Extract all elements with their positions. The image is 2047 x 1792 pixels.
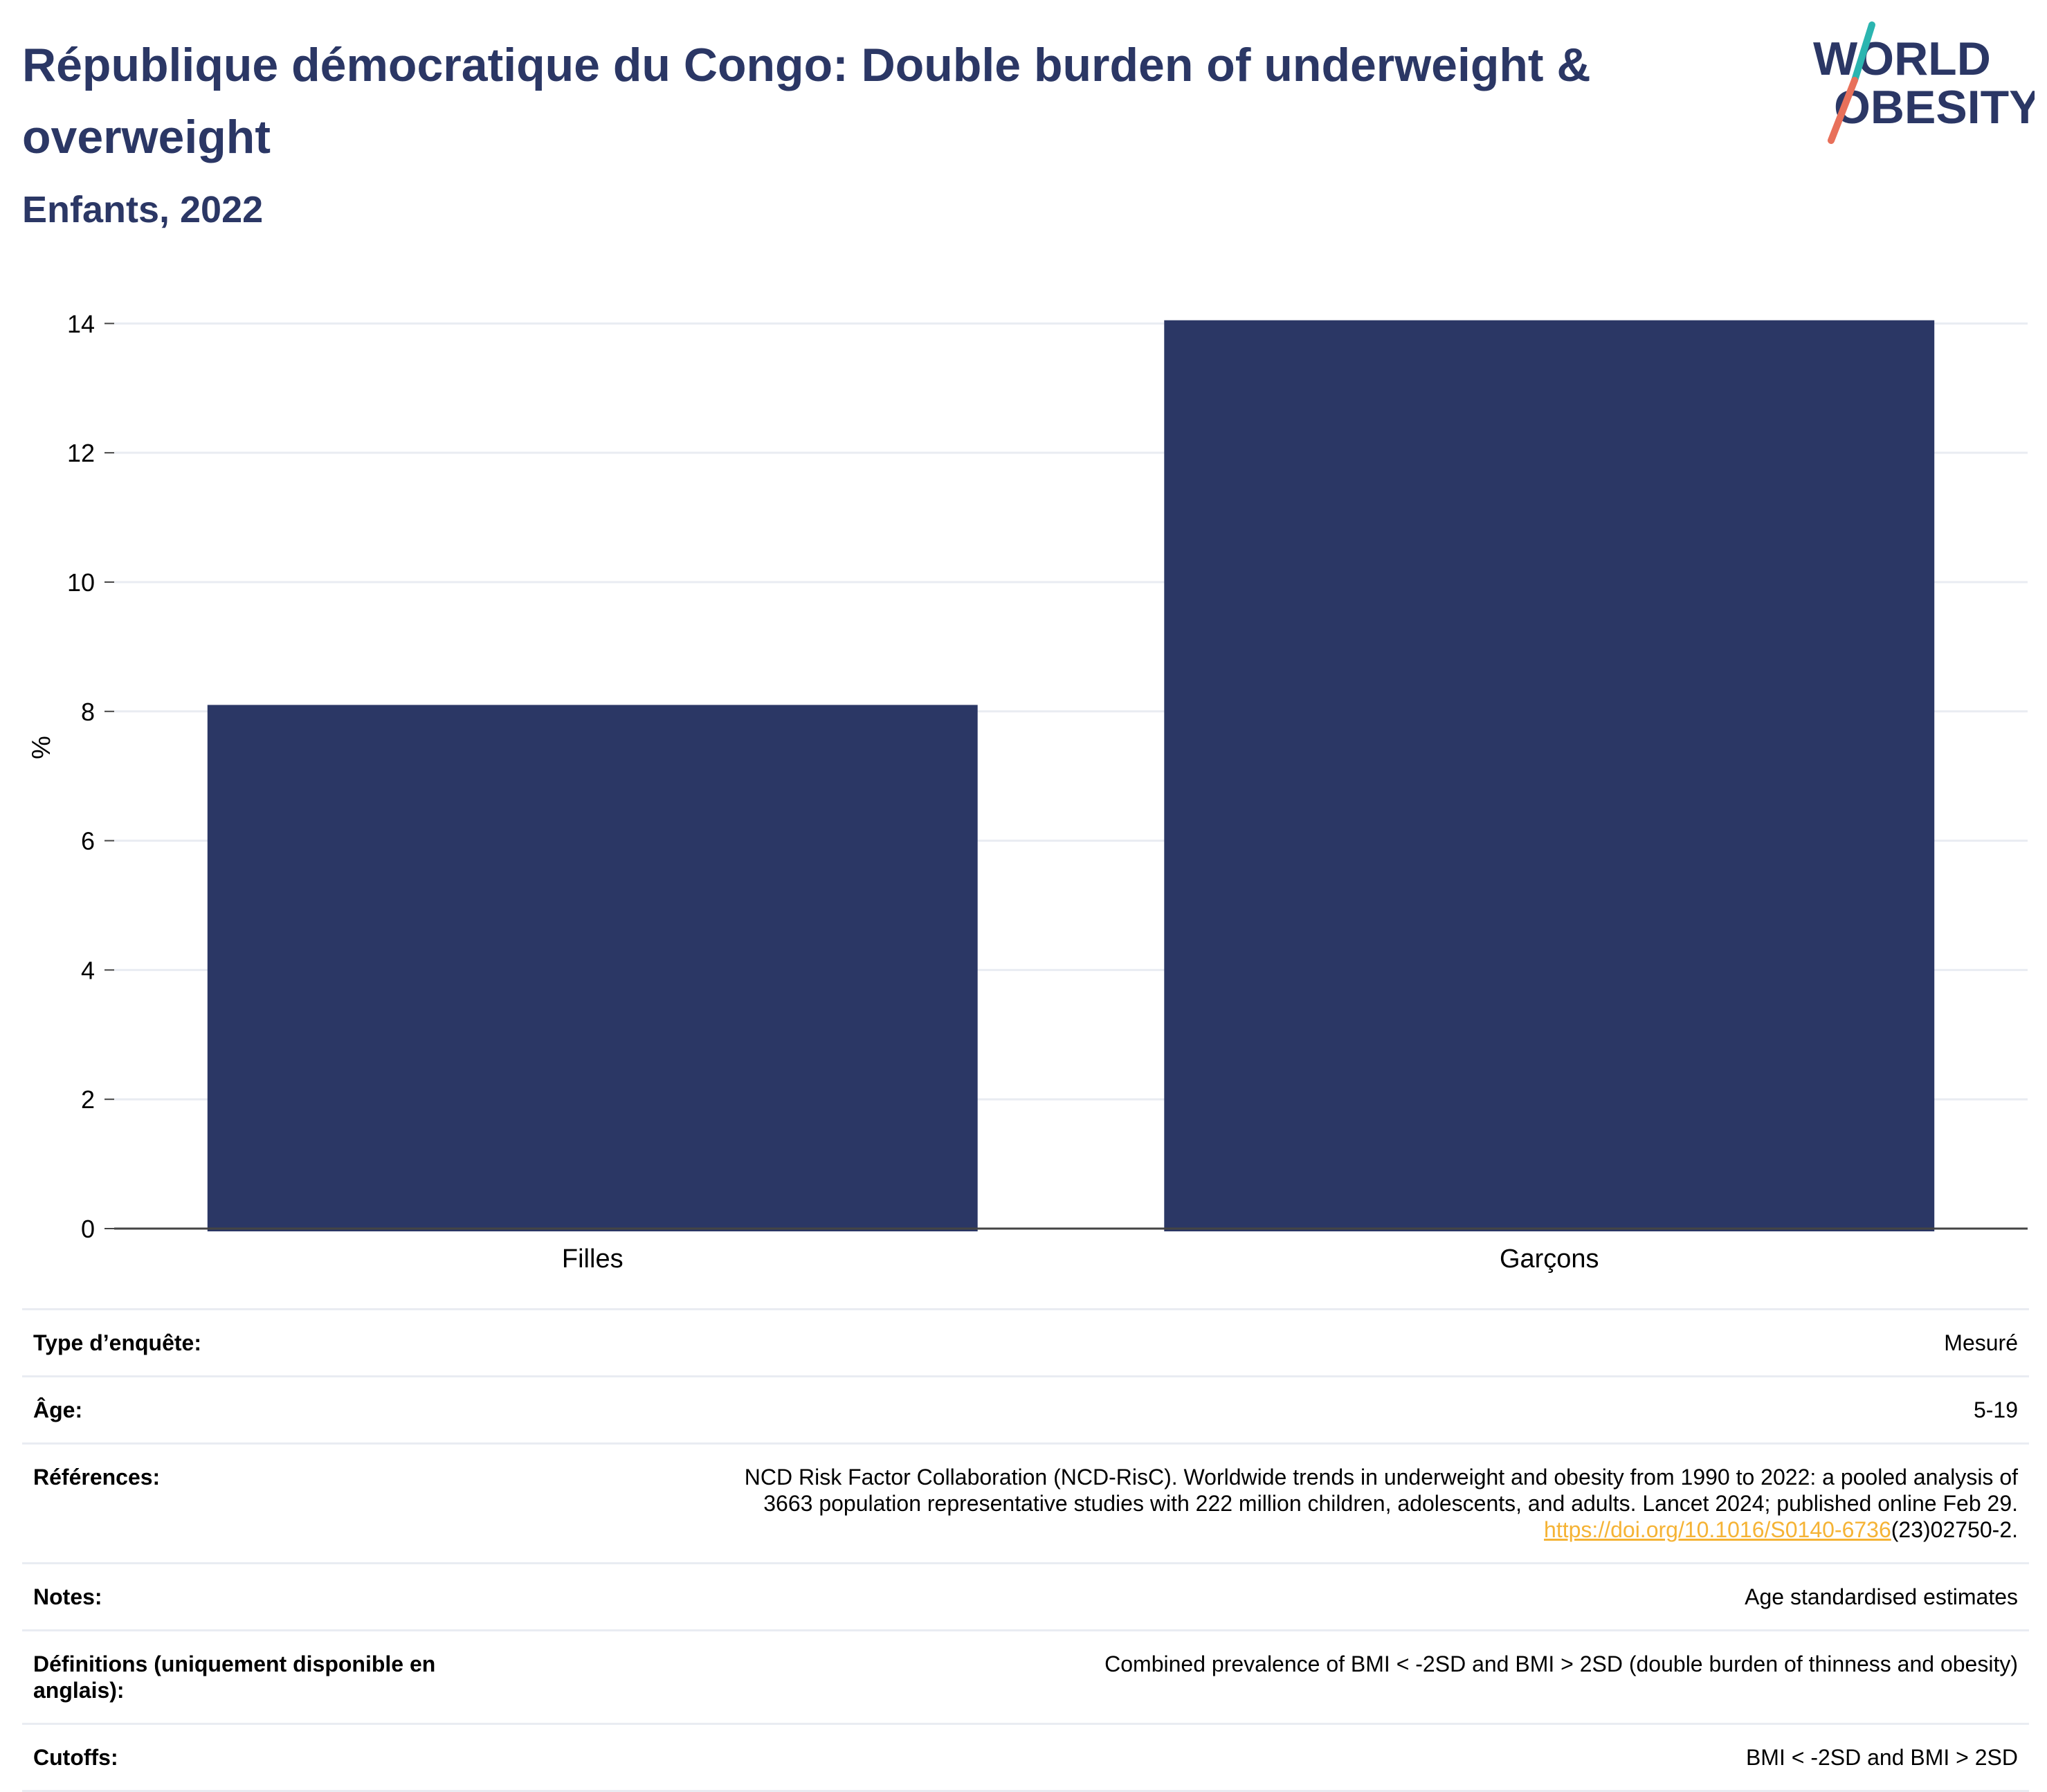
bar-chart: 0 2 4 6 8 10 12 14 Filles Garçons % <box>27 309 2028 1274</box>
meta-value: Mesuré <box>515 1308 2029 1377</box>
y-tick-label: 8 <box>81 698 95 726</box>
reference-line-3: https://doi.org/10.1016/S0140-6736(23)02… <box>526 1517 2018 1543</box>
meta-value: NCD Risk Factor Collaboration (NCD-RisC)… <box>515 1442 2029 1564</box>
axis-layer: 0 2 4 6 8 10 12 14 Filles Garçons <box>67 309 2028 1274</box>
reference-line-2: 3663 population representative studies w… <box>763 1491 2018 1516</box>
y-tick-label: 14 <box>67 309 95 338</box>
doi-link[interactable]: https://doi.org/10.1016/S0140-6736 <box>1544 1517 1891 1542</box>
y-tick-label: 4 <box>81 956 95 984</box>
logo-word-world: WORLD <box>1813 33 1991 85</box>
doi-suffix: (23)02750-2. <box>1891 1517 2018 1542</box>
logo-graphic: WORLD OBESITY <box>1813 21 2035 144</box>
meta-value: 5-19 <box>515 1375 2029 1444</box>
bar-1[interactable] <box>1164 320 1935 1232</box>
meta-value: BMI < -2SD and BMI > 2SD <box>515 1723 2029 1792</box>
x-tick-label: Filles <box>562 1245 624 1274</box>
page-subtitle: Enfants, 2022 <box>22 189 264 230</box>
meta-key: Type d’enquête: <box>22 1308 515 1377</box>
meta-key: Définitions (uniquement disponible en an… <box>22 1629 515 1724</box>
meta-value: Age standardised estimates <box>515 1562 2029 1631</box>
reference-line-1: NCD Risk Factor Collaboration (NCD-RisC)… <box>744 1465 2018 1490</box>
meta-row-cutoffs: Cutoffs: BMI < -2SD and BMI > 2SD <box>22 1723 2029 1792</box>
y-tick-label: 2 <box>81 1085 95 1114</box>
logo-teal-slash <box>1851 21 1875 84</box>
logo-word-obesity: OBESITY <box>1834 81 2035 134</box>
y-tick-label: 12 <box>67 439 95 467</box>
bar-0[interactable] <box>207 705 978 1231</box>
meta-key: Cutoffs: <box>22 1723 515 1792</box>
meta-row-definitions: Définitions (uniquement disponible en an… <box>22 1629 2029 1724</box>
world-obesity-logo: WORLD OBESITY <box>1799 19 2035 151</box>
meta-row-notes: Notes: Age standardised estimates <box>22 1562 2029 1631</box>
y-tick-label: 6 <box>81 827 95 856</box>
meta-key: Âge: <box>22 1375 515 1444</box>
y-tick-label: 0 <box>81 1215 95 1243</box>
y-axis-label: % <box>27 736 56 759</box>
logo-coral-slash <box>1828 77 1858 144</box>
page-title: République démocratique du Congo: Double… <box>22 39 1591 163</box>
meta-row-references: Références: NCD Risk Factor Collaboratio… <box>22 1442 2029 1564</box>
bar-layer <box>207 320 1935 1232</box>
meta-row-survey-type: Type d’enquête: Mesuré <box>22 1308 2029 1377</box>
metadata-table: Type d’enquête: Mesuré Âge: 5-19 Référen… <box>22 1308 2029 1792</box>
meta-row-age: Âge: 5-19 <box>22 1375 2029 1444</box>
y-tick-label: 10 <box>67 568 95 597</box>
meta-key: Notes: <box>22 1562 515 1631</box>
chart-svg: 0 2 4 6 8 10 12 14 Filles Garçons % <box>27 309 2028 1274</box>
meta-value: Combined prevalence of BMI < -2SD and BM… <box>515 1629 2029 1724</box>
x-tick-label: Garçons <box>1500 1245 1599 1274</box>
meta-key: Références: <box>22 1442 515 1564</box>
